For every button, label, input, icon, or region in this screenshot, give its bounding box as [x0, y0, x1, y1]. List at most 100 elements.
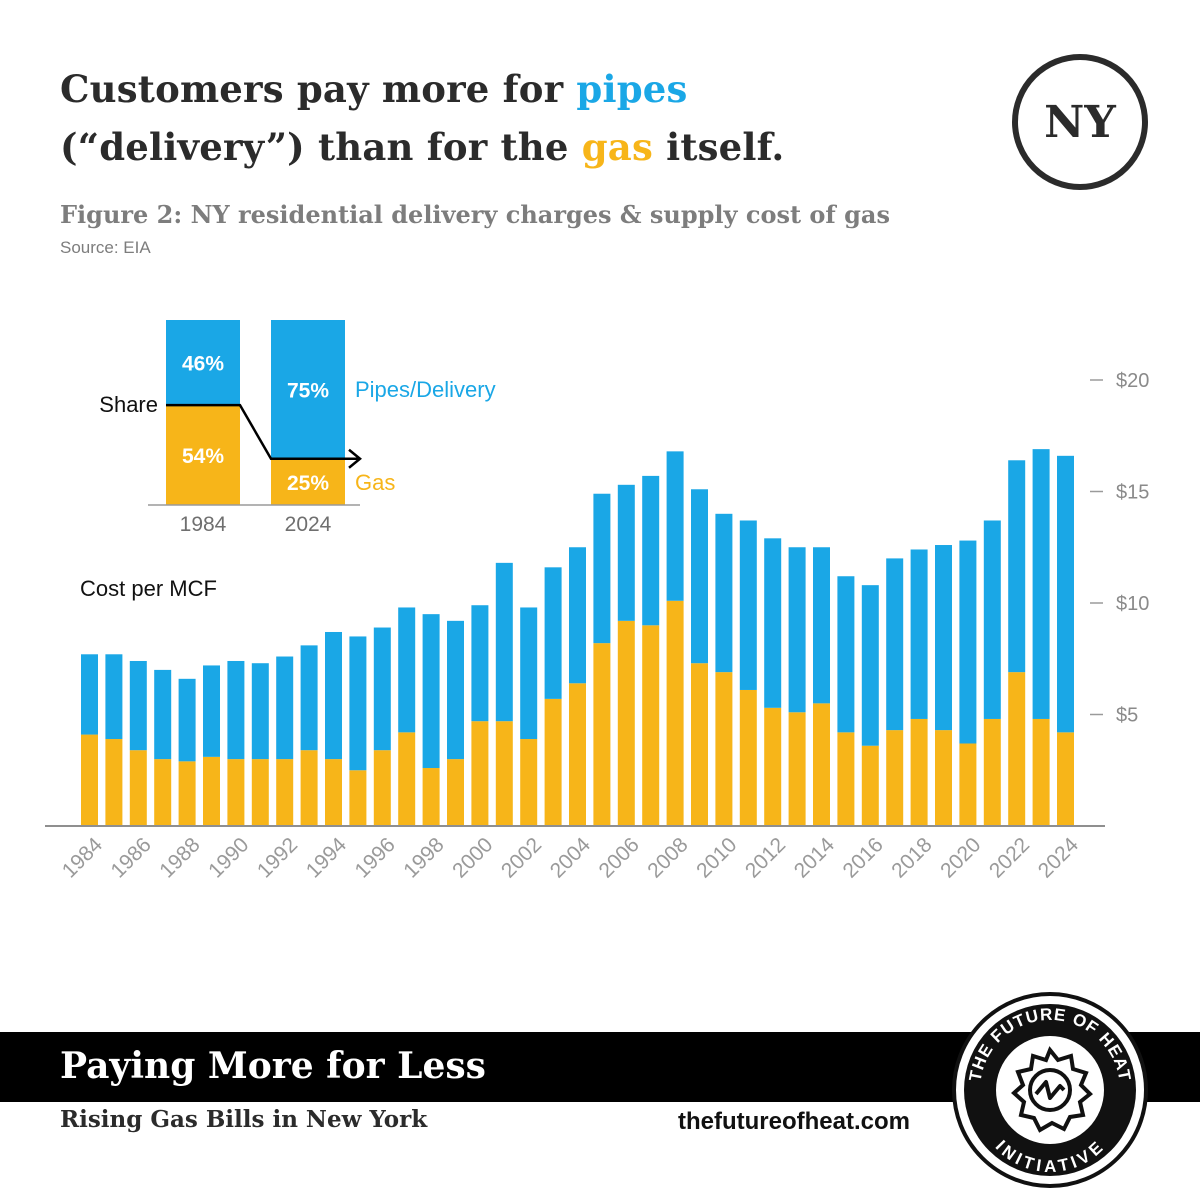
bar-gas-1997: [398, 732, 416, 826]
website-link[interactable]: thefutureofheat.com: [678, 1108, 911, 1135]
share-bar-gas-1984: [166, 405, 240, 505]
bar-gas-2018: [910, 718, 928, 826]
bar-gas-2012: [764, 707, 782, 826]
bar-gas-2022: [1008, 672, 1026, 826]
bar-delivery-2007: [642, 475, 660, 626]
bar-gas-2005: [593, 643, 611, 826]
bar-gas-2019: [935, 730, 952, 826]
x-tick-label: 2000: [448, 833, 497, 882]
y-tick-label: $15: [1116, 482, 1149, 504]
arrow-right-icon: [348, 448, 362, 469]
bar-gas-2016: [861, 745, 879, 826]
share-label-gas-2024: 25%: [287, 472, 329, 495]
bar-delivery-1992: [276, 656, 294, 760]
ny-badge-label: NY: [1044, 96, 1116, 148]
x-tick-label: 2010: [692, 833, 741, 882]
bar-gas-1992: [276, 759, 294, 826]
footer-subtitle: Rising Gas Bills in New York: [60, 1106, 428, 1133]
share-label-gas-1984: 54%: [182, 445, 224, 468]
bar-delivery-2020: [959, 540, 977, 744]
bar-delivery-2010: [715, 513, 733, 673]
bar-gas-1994: [325, 759, 342, 826]
headline: Customers pay more for pipes (“delivery”)…: [60, 60, 785, 176]
bar-delivery-1989: [203, 665, 220, 757]
bar-gas-2024: [1057, 732, 1074, 826]
x-tick-label: 2016: [839, 833, 888, 882]
y-tick-label: $20: [1116, 370, 1149, 392]
x-tick-label: 1994: [302, 833, 352, 883]
bar-gas-1995: [349, 770, 367, 826]
bar-gas-2010: [715, 672, 733, 826]
headline-gas-highlight: gas: [581, 125, 653, 169]
bar-delivery-2016: [861, 585, 879, 746]
bar-gas-1990: [227, 759, 245, 826]
bar-delivery-2013: [788, 547, 806, 713]
bar-delivery-1993: [300, 645, 318, 751]
share-bar-delivery-1984: [166, 320, 240, 406]
bar-delivery-1986: [129, 660, 147, 751]
bar-gas-2006: [617, 620, 635, 826]
bar-gas-1996: [373, 750, 391, 826]
bar-gas-2021: [983, 718, 1001, 826]
bar-delivery-2000: [471, 605, 489, 722]
bar-delivery-2019: [935, 545, 952, 731]
source-note: Source: EIA: [60, 238, 151, 257]
future-of-heat-logo: THE FUTURE OF HEAT INITIATIVE: [952, 992, 1148, 1188]
x-tick-label: 2012: [741, 833, 790, 882]
bar-delivery-1996: [373, 627, 391, 751]
y-tick-label: $5: [1116, 705, 1138, 727]
bar-gas-2017: [886, 730, 904, 826]
bar-delivery-1990: [227, 660, 245, 760]
bar-delivery-2008: [666, 451, 684, 601]
legend-pipes-delivery: Pipes/Delivery: [355, 377, 496, 402]
bar-delivery-2004: [569, 547, 586, 684]
headline-line1-text: Customers pay more for: [60, 67, 577, 111]
bar-gas-2002: [520, 739, 538, 826]
bar-delivery-1999: [447, 620, 464, 760]
logo-center-ring: [1028, 1068, 1072, 1112]
bar-gas-2004: [569, 683, 586, 826]
sun-gear-icon: [1011, 1046, 1093, 1133]
bar-delivery-2017: [886, 558, 904, 731]
bar-gas-1998: [422, 768, 440, 826]
bar-gas-2023: [1032, 718, 1050, 826]
bar-delivery-2005: [593, 493, 611, 644]
x-tick-label: 2006: [595, 833, 644, 882]
bar-delivery-1985: [105, 654, 123, 740]
bar-gas-2000: [471, 721, 489, 826]
bar-gas-2001: [495, 721, 513, 826]
x-tick-label: 2020: [936, 833, 985, 882]
headline-line2-end: itself.: [652, 125, 785, 169]
bar-delivery-2022: [1008, 460, 1026, 673]
footer-title: Paying More for Less: [60, 1045, 486, 1087]
bar-delivery-2023: [1032, 449, 1050, 719]
x-tick-label: 2018: [887, 833, 936, 882]
bar-delivery-1997: [398, 607, 416, 733]
bar-gas-1985: [105, 739, 123, 826]
bar-gas-2014: [813, 703, 830, 826]
bar-delivery-1991: [251, 663, 269, 760]
bar-delivery-1994: [325, 631, 342, 760]
bar-gas-2015: [837, 732, 855, 826]
share-label-delivery-1984: 46%: [182, 353, 224, 376]
share-category-label-2024: 2024: [285, 513, 332, 536]
bar-delivery-1984: [81, 654, 98, 735]
x-tick-label: 2004: [546, 833, 596, 883]
bar-delivery-2012: [764, 538, 782, 708]
bar-delivery-2014: [813, 547, 830, 704]
bar-delivery-1988: [178, 678, 196, 762]
bar-gas-1999: [447, 759, 464, 826]
bar-delivery-1987: [154, 669, 172, 760]
bar-gas-2009: [691, 663, 708, 826]
bar-delivery-2024: [1057, 455, 1074, 733]
bar-gas-1988: [178, 761, 196, 826]
bar-delivery-1995: [349, 636, 367, 771]
x-tick-label: 1996: [351, 833, 400, 882]
bar-gas-2011: [739, 689, 757, 826]
chart-title-cost-per-mcf: Cost per MCF: [80, 576, 217, 601]
x-tick-label: 1990: [204, 833, 253, 882]
legend-gas: Gas: [355, 470, 395, 495]
bar-gas-1987: [154, 759, 172, 826]
bar-gas-2008: [666, 600, 684, 826]
